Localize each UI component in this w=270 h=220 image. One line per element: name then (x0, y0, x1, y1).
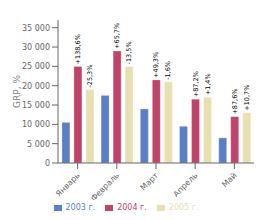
html-text:2003 г.: 2003 г. (65, 203, 96, 212)
svg-text:30 000: 30 000 (22, 43, 50, 52)
svg-text:35 000: 35 000 (22, 24, 50, 33)
svg-text:+138,6%: +138,6% (74, 34, 82, 64)
svg-text:Май: Май (220, 171, 238, 189)
svg-text:10 000: 10 000 (22, 120, 50, 129)
svg-text:+10,7%: +10,7% (243, 85, 251, 111)
svg-text:Февраль: Февраль (89, 171, 121, 203)
svg-text:Март: Март (139, 171, 161, 193)
svg-text:+87,2%: +87,2% (192, 71, 200, 97)
svg-text:-25,3%: -25,3% (86, 65, 94, 88)
svg-text:Апрель: Апрель (171, 171, 199, 199)
svg-text:Январь: Январь (54, 171, 82, 199)
svg-text:GRP, %: GRP, % (12, 75, 22, 108)
svg-text:+87,6%: +87,6% (231, 89, 239, 115)
svg-text:25 000: 25 000 (22, 62, 50, 71)
svg-text:15 000: 15 000 (22, 101, 50, 110)
svg-text:-13,5%: -13,5% (125, 41, 133, 64)
svg-text:5 000: 5 000 (27, 140, 50, 149)
svg-text:0: 0 (45, 159, 50, 168)
html-text:2005 г.: 2005 г. (168, 203, 199, 212)
svg-text:+49,3%: +49,3% (152, 52, 160, 78)
svg-text:+65,7%: +65,7% (113, 23, 121, 49)
svg-text:-1,6%: -1,6% (164, 61, 172, 80)
svg-text:20 000: 20 000 (22, 82, 50, 91)
html-text:2004 г.: 2004 г. (117, 203, 147, 212)
svg-text:+1,4%: +1,4% (204, 73, 212, 95)
